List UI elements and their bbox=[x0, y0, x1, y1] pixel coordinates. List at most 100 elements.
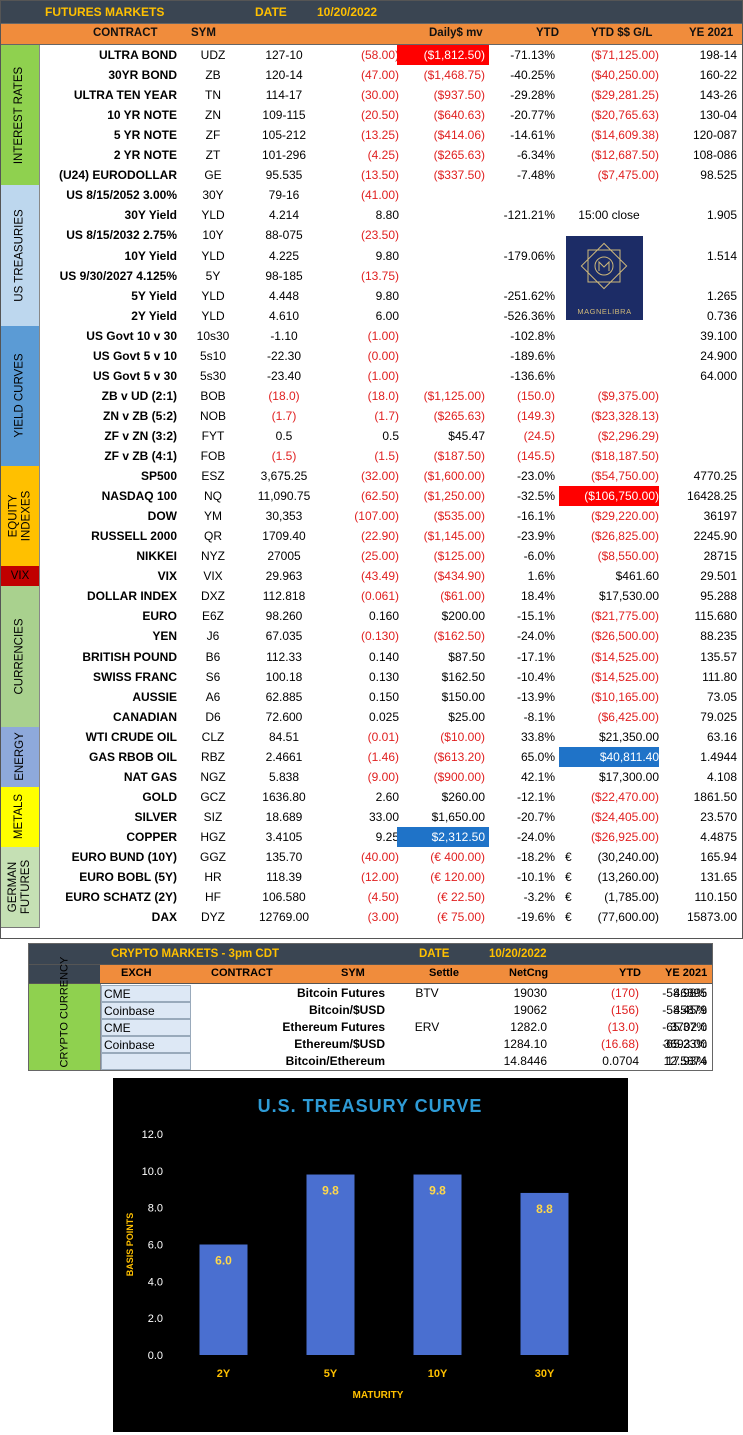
change-cell: (12.00) bbox=[360, 870, 399, 885]
crypto-header-bar: CRYPTO MARKETS - 3pm CDT DATE 10/20/2022 bbox=[29, 944, 712, 964]
data-label: 9.8 bbox=[322, 1184, 339, 1198]
ytd-cell: -7.48% bbox=[516, 168, 555, 183]
last-cell: -22.30 bbox=[266, 348, 302, 363]
x-axis-label: MATURITY bbox=[353, 1390, 404, 1401]
ytd-gl-cell bbox=[559, 366, 659, 386]
last-cell: 1636.80 bbox=[262, 789, 306, 804]
contract-cell: US 8/15/2052 3.00% bbox=[66, 188, 177, 203]
ytd-gl-cell: (13,260.00) bbox=[597, 870, 659, 885]
contract-cell: NIKKEI bbox=[136, 549, 177, 564]
ytd-gl-cell: ($23,328.13) bbox=[590, 408, 659, 423]
settle-cell: 19030 bbox=[513, 986, 547, 1000]
last-cell: 29.963 bbox=[265, 569, 303, 584]
logo-text: MAGNELIBRA bbox=[577, 307, 632, 316]
section-label: YIELD CURVES bbox=[1, 325, 40, 468]
section-label: US TREASURIES bbox=[1, 185, 40, 327]
daily-mv-cell: $45.47 bbox=[448, 428, 485, 443]
contract-cell: 10Y Yield bbox=[124, 248, 177, 263]
crypto-rows: CRYPTO CURRENCY CME Bitcoin Futures BTV 190… bbox=[29, 956, 712, 1070]
change-cell: (23.50) bbox=[360, 228, 399, 243]
ye-cell: 198-14 bbox=[699, 48, 737, 62]
table-row: ZB v UD (2:1) BOB (18.0) (18.0) ($1,125.00) (… bbox=[39, 386, 742, 406]
ytd-cell bbox=[489, 225, 555, 245]
sym-cell bbox=[397, 1002, 457, 1019]
change-cell: (0.061) bbox=[360, 589, 399, 604]
sym-cell: ZT bbox=[205, 148, 221, 163]
ytd-cell: -20.77% bbox=[510, 108, 555, 123]
section-label-text: GERMAN FUTURES bbox=[7, 860, 33, 914]
last-cell: 120-14 bbox=[265, 68, 303, 83]
ytd-gl-cell: ($22,470.00) bbox=[590, 789, 659, 804]
ytd-cell: -136.6% bbox=[510, 368, 555, 383]
ytd-cell: 18.4% bbox=[520, 589, 555, 604]
ye-cell: 98.525 bbox=[700, 168, 737, 183]
crypto-header-contract: CONTRACT bbox=[211, 967, 273, 979]
x-tick-label: 2Y bbox=[217, 1368, 231, 1380]
contract-cell: ZN v ZB (5:2) bbox=[102, 408, 177, 423]
netcng-cell: (16.68) bbox=[600, 1037, 639, 1051]
ytd-gl-cell: ($6,425.00) bbox=[597, 709, 659, 724]
ytd-gl-cell: ($29,220.00) bbox=[590, 509, 659, 524]
last-cell: 135.70 bbox=[265, 850, 303, 864]
daily-mv-cell bbox=[397, 205, 489, 225]
daily-mv-cell bbox=[397, 306, 489, 326]
last-cell: 84.51 bbox=[268, 729, 300, 744]
ytd-cell: -58.45% bbox=[662, 1003, 707, 1017]
sym-cell: GE bbox=[204, 168, 222, 183]
contract-cell: ZF v ZB (4:1) bbox=[104, 449, 177, 463]
ytd-cell: (145.5) bbox=[516, 449, 555, 463]
table-row: ULTRA BOND UDZ 127-10 (58.00) ($1,812.50) -71… bbox=[39, 45, 742, 65]
sym-cell: S6 bbox=[205, 669, 221, 684]
last-cell: 112.818 bbox=[262, 589, 306, 604]
last-cell: 101-296 bbox=[261, 148, 307, 163]
netcng-cell: (13.0) bbox=[607, 1020, 639, 1034]
sym-cell: 5s30 bbox=[199, 368, 227, 383]
bar-10y bbox=[413, 1174, 462, 1355]
ytd-gl-cell: ($10,165.00) bbox=[590, 689, 659, 704]
crypto-table: CRYPTO MARKETS - 3pm CDT DATE 10/20/2022… bbox=[28, 943, 713, 1071]
futures-rows: INTEREST RATES US TREASURIES YIELD CURVES E… bbox=[1, 45, 742, 938]
change-cell: 9.80 bbox=[375, 288, 399, 303]
ytd-cell: -65.37% bbox=[662, 1020, 707, 1034]
contract-cell: US 8/15/2032 2.75% bbox=[66, 228, 177, 243]
contract-cell: SILVER bbox=[134, 809, 177, 824]
daily-mv-cell: ($10.00) bbox=[440, 729, 485, 744]
daily-mv-cell: ($1,600.00) bbox=[423, 469, 485, 484]
ytd-gl-cell: $17,300.00 bbox=[598, 769, 659, 784]
ytd-cell: -121.21% bbox=[503, 208, 555, 223]
ytd-cell: -8.1% bbox=[523, 709, 555, 724]
ytd-cell: (24.5) bbox=[523, 428, 555, 443]
crypto-row: CME Ethereum Futures ERV 1282.0 (13.0) -65.37… bbox=[101, 1019, 712, 1036]
table-row: DAX DYZ 12769.00 (3.00) (€ 75.00) -19.6% (77,6… bbox=[39, 907, 742, 927]
contract-cell: GOLD bbox=[142, 789, 177, 804]
change-cell: (20.50) bbox=[360, 108, 399, 123]
chart-title: U.S. TREASURY CURVE bbox=[258, 1096, 483, 1116]
ytd-cell: (149.3) bbox=[516, 408, 555, 423]
contract-cell: 5 YR NOTE bbox=[113, 128, 177, 143]
ye-cell: 29.501 bbox=[700, 569, 737, 584]
netcng-cell: 0.0704 bbox=[602, 1054, 639, 1068]
section-label: METALS bbox=[1, 786, 40, 848]
sym-cell: HGZ bbox=[200, 829, 226, 844]
table-row: US Govt 5 v 10 5s10 -22.30 (0.00) -189.6% 24.… bbox=[39, 346, 742, 366]
y-tick-label: 0.0 bbox=[148, 1350, 163, 1362]
ye-cell: 2245.90 bbox=[693, 529, 737, 544]
table-row: 30YR BOND ZB 120-14 (47.00) ($1,468.75) -40.2… bbox=[39, 65, 742, 85]
daily-mv-cell: ($535.00) bbox=[433, 509, 485, 524]
ytd-cell: -71.13% bbox=[510, 48, 555, 62]
ytd-cell: 33.8% bbox=[520, 729, 555, 744]
table-row: US 8/15/2032 2.75% 10Y 88-075 (23.50) bbox=[39, 225, 742, 245]
change-cell: 8.80 bbox=[375, 208, 399, 223]
daily-mv-cell bbox=[397, 346, 489, 366]
ytd-cell: 42.1% bbox=[520, 769, 555, 784]
section-label-text: ENERGY bbox=[13, 732, 26, 782]
last-cell: (1.7) bbox=[271, 408, 297, 423]
ytd-gl-cell: ($14,609.38) bbox=[590, 128, 659, 143]
ytd-gl-cell: ($9,375.00) bbox=[597, 388, 659, 403]
table-row: AUSSIE A6 62.885 0.150 $150.00 -13.9% ($10,165… bbox=[39, 687, 742, 707]
crypto-column-headers: EXCH CONTRACT SYM Settle NetCng YTD YE 2… bbox=[29, 964, 712, 984]
contract-cell: Bitcoin Futures bbox=[296, 986, 385, 1000]
section-label: CURRENCIES bbox=[1, 586, 40, 728]
table-row: 10Y Yield YLD 4.225 9.80 -179.06% 1.514 bbox=[39, 246, 742, 266]
change-cell: (1.46) bbox=[367, 749, 399, 764]
